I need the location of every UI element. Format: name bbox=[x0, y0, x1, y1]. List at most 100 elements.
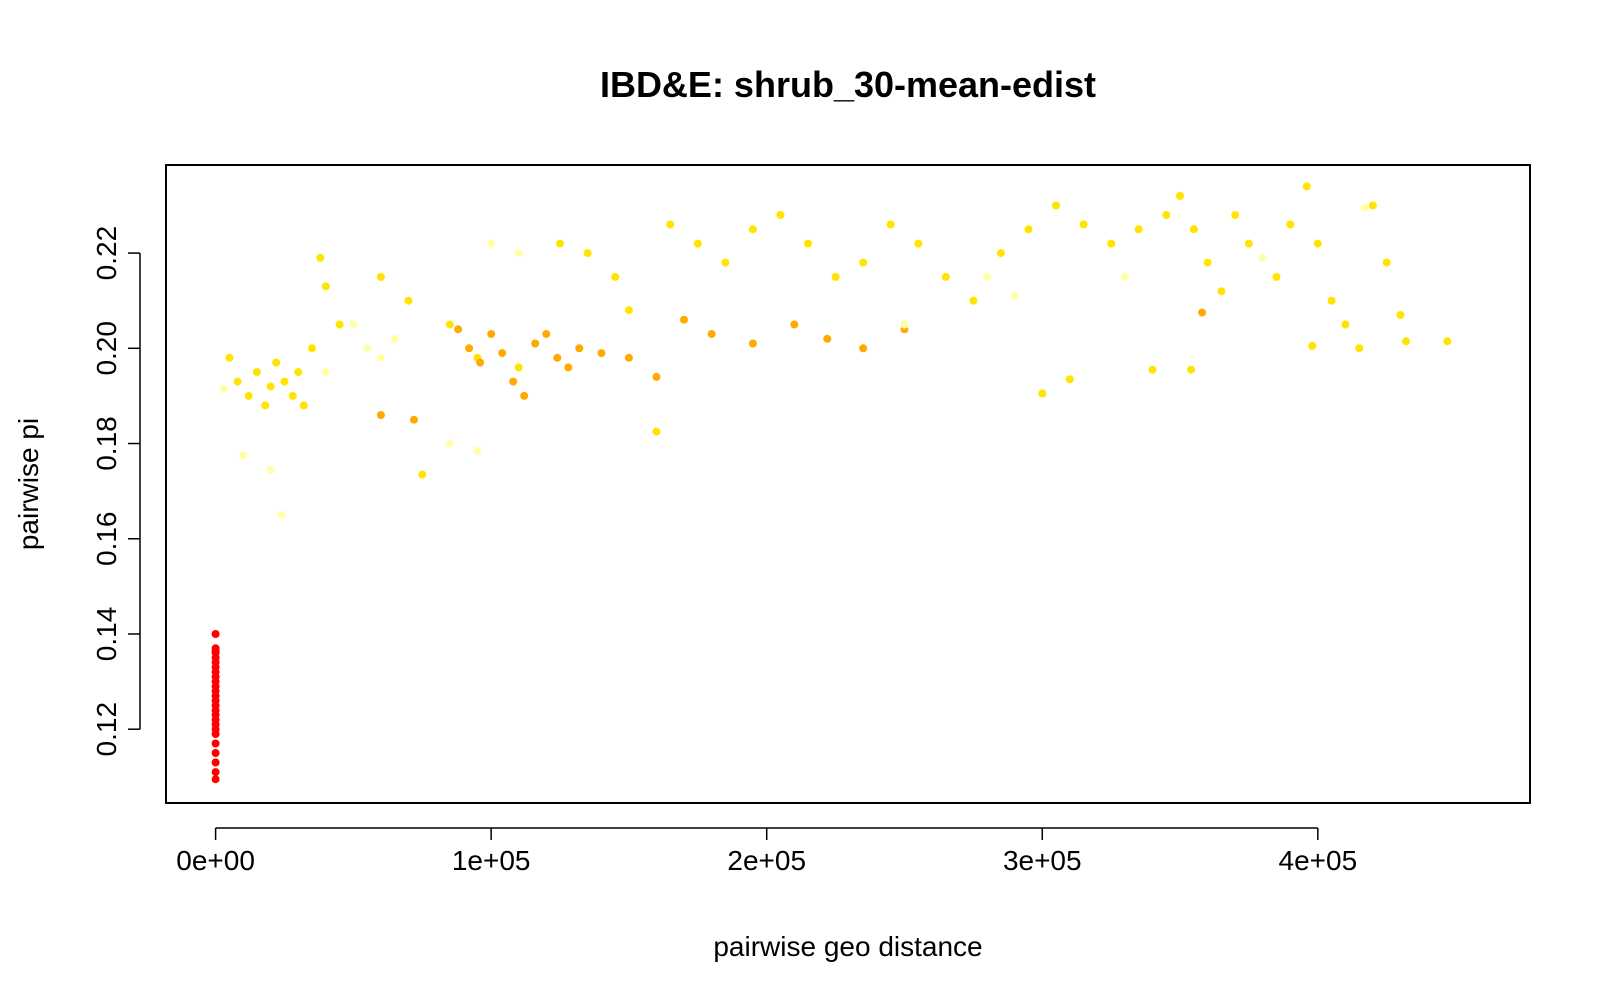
data-point bbox=[390, 334, 399, 343]
data-point bbox=[418, 470, 427, 479]
data-point bbox=[748, 339, 757, 348]
data-point bbox=[823, 334, 832, 343]
data-point bbox=[1052, 201, 1060, 210]
data-point bbox=[211, 775, 220, 784]
y-tick-label: 0.18 bbox=[91, 416, 122, 471]
x-axis: 0e+00 1e+05 2e+05 3e+05 4e+05 bbox=[176, 827, 1358, 876]
data-point bbox=[886, 220, 895, 229]
data-point bbox=[900, 320, 909, 329]
data-point bbox=[316, 253, 325, 262]
data-point bbox=[624, 306, 633, 315]
data-point bbox=[564, 363, 573, 372]
data-point bbox=[1120, 272, 1129, 281]
data-point bbox=[211, 768, 220, 777]
data-point bbox=[252, 368, 261, 377]
data-point bbox=[748, 225, 757, 234]
data-point bbox=[1368, 201, 1377, 210]
x-axis-label: pairwise geo distance bbox=[713, 931, 982, 962]
data-point bbox=[487, 239, 496, 248]
x-tick-label: 3e+05 bbox=[1003, 845, 1082, 876]
data-point bbox=[1313, 239, 1322, 248]
data-point bbox=[321, 368, 330, 377]
y-tick-label: 0.14 bbox=[91, 607, 122, 662]
x-tick-label: 2e+05 bbox=[727, 845, 806, 876]
data-point bbox=[219, 384, 228, 393]
data-point bbox=[804, 239, 812, 248]
data-point bbox=[476, 358, 485, 367]
data-point bbox=[299, 401, 308, 410]
data-point bbox=[1382, 258, 1391, 267]
data-point bbox=[498, 349, 507, 358]
data-point bbox=[465, 344, 474, 353]
data-point bbox=[1302, 182, 1311, 191]
data-point bbox=[1065, 375, 1074, 384]
data-point bbox=[693, 239, 702, 248]
data-point bbox=[652, 427, 661, 436]
data-point bbox=[280, 377, 289, 386]
data-point bbox=[707, 330, 716, 338]
data-point bbox=[1038, 389, 1047, 398]
data-point bbox=[349, 320, 358, 329]
data-point bbox=[1217, 287, 1226, 296]
data-point bbox=[404, 296, 413, 305]
data-point bbox=[211, 739, 220, 748]
data-point bbox=[983, 272, 992, 281]
data-point bbox=[1203, 258, 1212, 267]
data-point bbox=[211, 730, 220, 738]
data-point bbox=[575, 344, 584, 353]
y-tick-label: 0.22 bbox=[91, 226, 122, 281]
data-point bbox=[859, 344, 868, 353]
data-point bbox=[294, 368, 303, 377]
data-point bbox=[454, 325, 463, 334]
data-point bbox=[277, 510, 286, 519]
data-point bbox=[225, 353, 234, 362]
data-point bbox=[1402, 337, 1410, 346]
data-point bbox=[542, 330, 551, 338]
data-point bbox=[666, 220, 675, 229]
data-point bbox=[376, 411, 385, 419]
data-point bbox=[308, 344, 316, 353]
data-point bbox=[556, 239, 564, 248]
data-point bbox=[1258, 253, 1267, 262]
data-point bbox=[288, 391, 297, 400]
data-point bbox=[680, 315, 688, 324]
data-point bbox=[1355, 344, 1364, 353]
data-point bbox=[1443, 337, 1452, 346]
data-point bbox=[445, 439, 454, 448]
y-tick-label: 0.12 bbox=[91, 702, 122, 757]
data-point bbox=[244, 391, 253, 400]
data-point bbox=[211, 749, 220, 757]
data-point bbox=[410, 415, 418, 424]
data-point bbox=[1024, 225, 1033, 234]
data-point bbox=[1286, 220, 1295, 229]
data-point bbox=[859, 258, 868, 267]
data-point bbox=[652, 372, 661, 381]
data-point bbox=[597, 349, 606, 358]
x-tick-label: 0e+00 bbox=[176, 845, 255, 876]
y-axis-label: pairwise pi bbox=[13, 418, 44, 550]
data-point bbox=[1231, 211, 1240, 219]
data-point bbox=[611, 272, 620, 281]
data-point bbox=[831, 272, 840, 281]
x-tick-label: 1e+05 bbox=[452, 845, 531, 876]
x-tick-label: 4e+05 bbox=[1279, 845, 1358, 876]
data-point bbox=[266, 382, 275, 391]
data-point bbox=[509, 377, 518, 386]
data-point bbox=[239, 451, 248, 460]
y-tick-label: 0.16 bbox=[91, 512, 122, 567]
data-point bbox=[376, 272, 385, 281]
data-point bbox=[1148, 365, 1157, 374]
data-point bbox=[1360, 203, 1369, 212]
data-point bbox=[1010, 291, 1019, 300]
y-axis: 0.12 0.14 0.16 0.18 0.20 0.22 bbox=[91, 226, 141, 757]
data-point bbox=[721, 258, 730, 267]
data-point bbox=[1272, 272, 1281, 281]
data-point bbox=[1341, 320, 1350, 329]
data-point bbox=[1134, 225, 1143, 234]
data-point bbox=[553, 353, 562, 362]
data-point bbox=[1198, 308, 1207, 317]
data-point bbox=[266, 465, 275, 474]
chart-title: IBD&E: shrub_30-mean-edist bbox=[600, 64, 1096, 105]
plot-area-frame bbox=[165, 164, 1531, 804]
